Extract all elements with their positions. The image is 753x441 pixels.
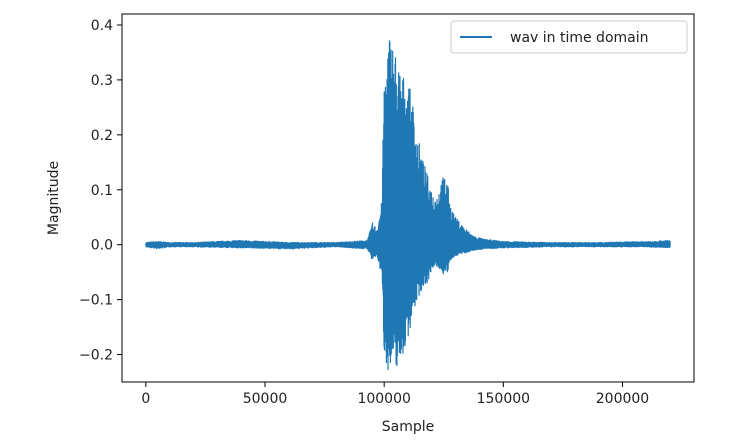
y-tick-label: 0.1 xyxy=(91,183,113,199)
y-axis-ticks: 0.4 0.3 0.2 0.1 0.0 −0.1 −0.2 xyxy=(79,18,122,364)
y-tick-label: 0.3 xyxy=(91,73,113,89)
plot-area xyxy=(145,40,671,371)
axes-frame xyxy=(121,13,695,383)
legend-box xyxy=(450,20,688,54)
y-axis-label: Magnitude xyxy=(46,161,62,235)
x-tick-label: 150000 xyxy=(477,391,530,407)
y-tick-label: 0.2 xyxy=(91,128,113,144)
x-tick-label: 200000 xyxy=(596,391,649,407)
x-tick-label: 100000 xyxy=(357,391,410,407)
x-axis-ticks: 0 50000 100000 150000 200000 xyxy=(141,382,649,407)
y-tick-label: 0.4 xyxy=(91,18,113,34)
series-line-wav-in-time-domain xyxy=(145,40,671,371)
x-tick-label: 50000 xyxy=(243,391,288,407)
y-tick-label: −0.1 xyxy=(79,293,113,309)
y-tick-label: −0.2 xyxy=(79,348,113,364)
y-tick-label: 0.0 xyxy=(91,238,113,254)
legend-label: wav in time domain xyxy=(510,30,649,46)
x-axis-label: Sample xyxy=(382,419,435,435)
legend: wav in time domain xyxy=(450,20,688,54)
x-tick-label: 0 xyxy=(141,391,150,407)
